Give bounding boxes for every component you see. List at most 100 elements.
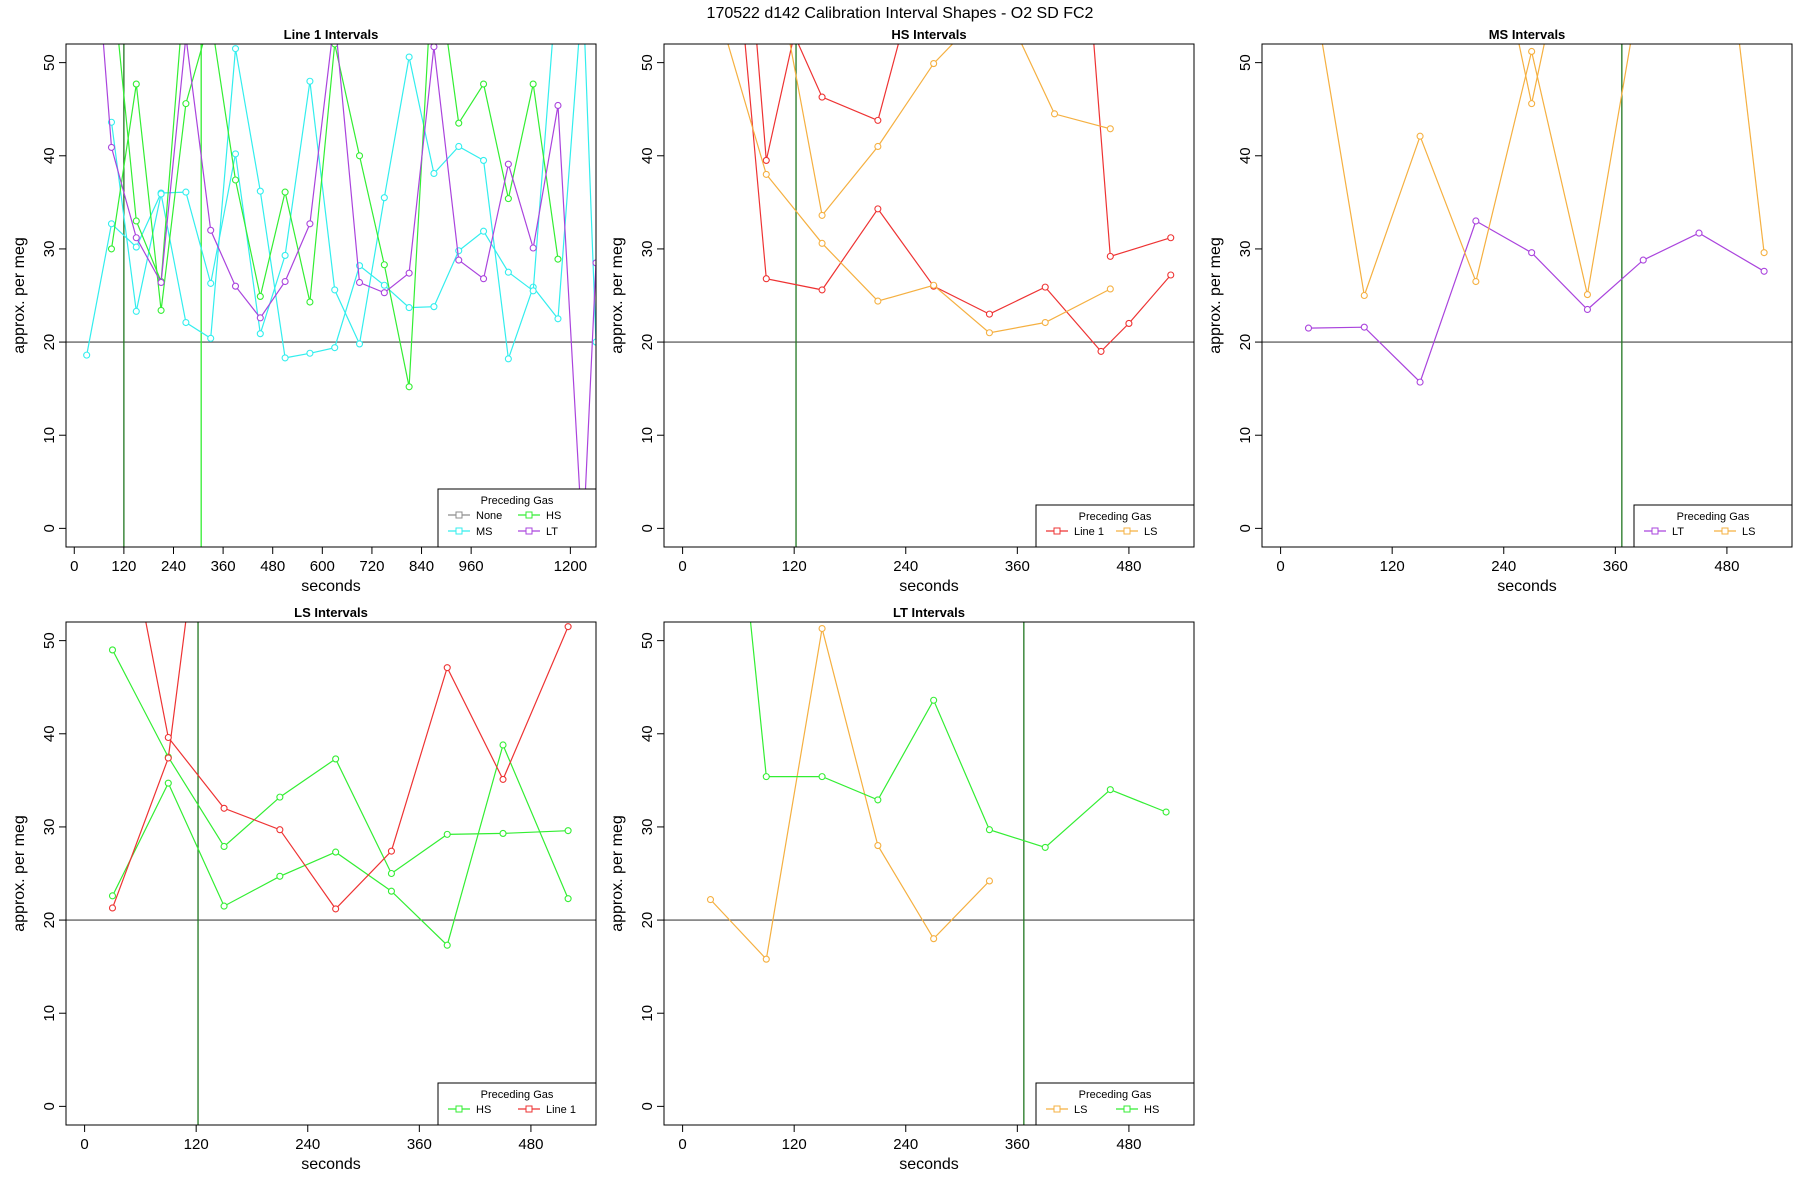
legend-title: Preceding Gas <box>1079 1089 1152 1101</box>
plot-frame <box>663 621 1195 1126</box>
data-point <box>504 160 512 168</box>
data-point <box>332 905 340 913</box>
data-point <box>355 340 364 348</box>
data-point <box>281 251 289 259</box>
data-point <box>1472 277 1480 286</box>
data-point <box>818 239 826 247</box>
data-point <box>564 623 572 631</box>
data-point <box>592 338 596 346</box>
series-line <box>749 622 1167 849</box>
data-point <box>107 245 116 253</box>
data-point <box>281 188 289 196</box>
data-point <box>405 304 413 312</box>
panel-title: LT Intervals <box>893 605 965 620</box>
legend-entry-hs: HS <box>1116 1104 1159 1116</box>
legend-swatch-point <box>1123 1105 1131 1113</box>
y-tick-label: 50 <box>41 632 58 649</box>
data-point <box>480 80 488 88</box>
data-point <box>499 775 507 783</box>
series-line <box>102 44 596 547</box>
data-point <box>1695 229 1703 237</box>
x-axis-label: seconds <box>899 578 959 595</box>
data-point <box>207 334 215 342</box>
y-axis: 0 10 20 30 40 50 approx. per meg <box>11 632 66 1111</box>
data-point <box>220 902 228 910</box>
series-line <box>111 649 569 875</box>
x-tick-label: 0 <box>678 1136 686 1153</box>
x-tick-label: 120 <box>111 558 136 575</box>
data-point <box>818 624 826 633</box>
x-axis-label: seconds <box>301 1156 361 1173</box>
data-point <box>1050 110 1059 118</box>
legend-swatch-point <box>525 511 533 519</box>
x-tick-label: 240 <box>295 1136 320 1153</box>
legend: Preceding Gas Line 1 LS <box>1035 504 1195 548</box>
legend-box <box>1633 504 1793 548</box>
legend-entry-lt: LT <box>518 526 558 538</box>
data-point <box>499 829 507 837</box>
data-point <box>1547 13 1553 19</box>
legend-entry-hs: HS <box>448 1104 491 1116</box>
y-axis-label: approx. per meg <box>1207 237 1224 354</box>
legend-entry-line-1: Line 1 <box>1046 526 1104 538</box>
x-tick-label: 120 <box>782 1136 807 1153</box>
x-axis-label: seconds <box>301 578 361 595</box>
legend-entry-ls: LS <box>1714 526 1755 538</box>
data-point <box>405 269 413 277</box>
data-point <box>930 696 938 704</box>
data-point <box>1583 291 1591 299</box>
y-tick-label: 0 <box>41 1102 58 1110</box>
data-point <box>220 804 228 812</box>
legend-label: HS <box>1144 1104 1159 1116</box>
x-tick-label: 360 <box>1005 1136 1030 1153</box>
data-point <box>132 307 140 315</box>
legend-swatch-point <box>1123 527 1131 535</box>
data-point <box>380 281 388 289</box>
series-ls <box>706 624 993 963</box>
data-point <box>108 646 117 654</box>
legend-title: Preceding Gas <box>481 495 554 507</box>
panel-title: Line 1 Intervals <box>284 27 379 42</box>
data-point <box>1360 323 1368 331</box>
plot-area <box>66 44 596 547</box>
data-point <box>529 80 537 88</box>
series-hs <box>107 44 562 391</box>
data-point <box>443 664 451 672</box>
data-point <box>1528 249 1536 257</box>
y-tick-label: 10 <box>41 427 58 444</box>
x-tick-label: 240 <box>893 558 918 575</box>
y-axis: 0 10 20 30 40 50 approx. per meg <box>609 632 664 1111</box>
data-point <box>1760 267 1768 275</box>
data-point <box>762 275 770 283</box>
data-point <box>184 610 190 616</box>
data-point <box>306 349 314 357</box>
data-point <box>874 142 882 151</box>
y-tick-label: 20 <box>41 334 58 351</box>
legend-label: None <box>476 510 502 522</box>
legend-swatch-point <box>1053 1105 1061 1113</box>
data-point <box>405 383 413 391</box>
data-point <box>455 256 463 264</box>
data-point <box>874 796 882 804</box>
y-tick-label: 20 <box>1237 334 1254 351</box>
series-hs <box>108 741 572 949</box>
x-axis: 0 120 240 360 480 seconds <box>1276 547 1739 595</box>
data-point <box>256 292 264 300</box>
legend-title: Preceding Gas <box>1677 511 1750 523</box>
legend-label: HS <box>546 510 561 522</box>
x-axis-label: seconds <box>899 1156 959 1173</box>
series-line-1 <box>1093 44 1175 260</box>
series-ls <box>1321 44 1632 300</box>
series-line-1 <box>145 622 572 913</box>
data-point <box>430 169 438 178</box>
data-point <box>132 234 140 242</box>
data-point <box>480 227 488 235</box>
data-point <box>1106 285 1114 293</box>
data-point <box>791 32 797 38</box>
legend: Preceding Gas LS HS <box>1035 1082 1195 1126</box>
panel-ms: MS Intervals 0 10 20 30 40 50 approx. per meg 0 1… <box>1207 13 1793 595</box>
y-axis-label: approx. per meg <box>11 815 28 932</box>
series-line <box>1738 44 1765 253</box>
data-point <box>443 941 451 949</box>
